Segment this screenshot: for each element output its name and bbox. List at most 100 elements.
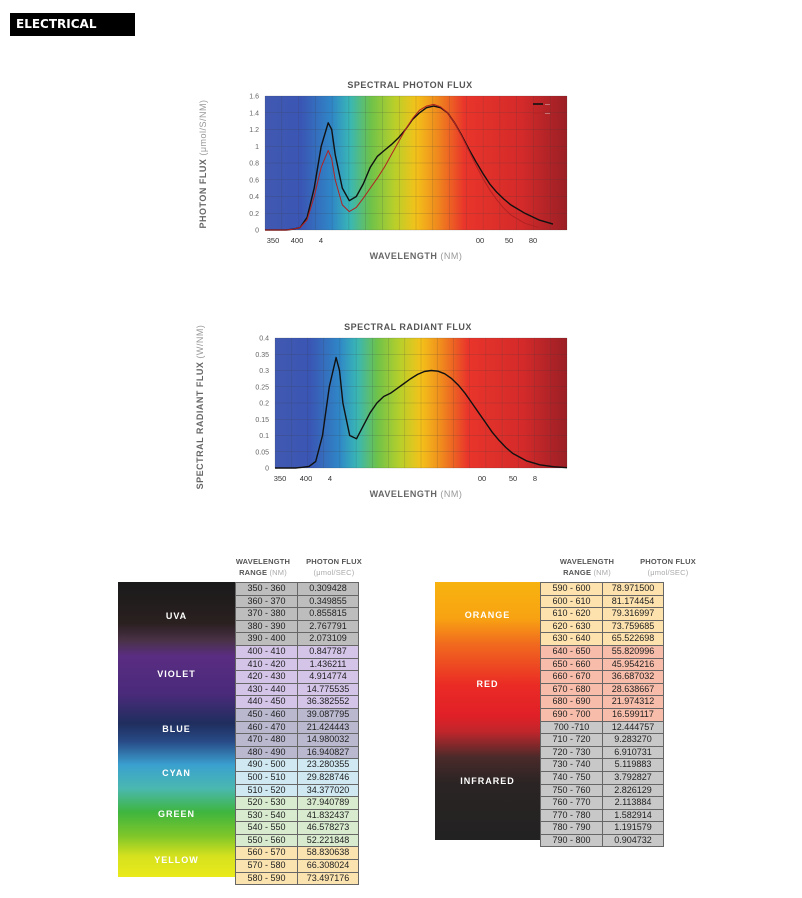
x-tick-label: 350 [267, 236, 280, 245]
chart-title: SPECTRAL RADIANT FLUX [344, 322, 472, 332]
range-cell: 510 - 520 [235, 783, 298, 798]
range-cell: 470 - 480 [235, 733, 298, 747]
table-row: 470 - 480 14.980032 [235, 733, 359, 747]
flux-cell: 21.974312 [602, 695, 664, 709]
grid [264, 95, 568, 231]
flux-cell: 52.221848 [297, 833, 359, 848]
x-tick-label: 50 [509, 474, 517, 483]
range-cell: 690 - 700 [540, 707, 603, 722]
table-row: 620 - 630 73.759685 [540, 619, 664, 634]
table-row: 380 - 390 2.767791 [235, 619, 359, 634]
table-row: 720 - 730 6.910731 [540, 745, 664, 760]
y-tick-label: 0.3 [259, 368, 269, 375]
flux-cell: 0.847787 [297, 644, 359, 659]
grid [274, 337, 568, 469]
table-row: 690 - 700 16.599117 [540, 707, 664, 722]
header-sub: RANGE [563, 568, 592, 577]
range-cell: 740 - 750 [540, 770, 603, 785]
x-ticks: 350 400 4 00 50 8 [274, 474, 537, 483]
flux-cell: 0.349855 [297, 594, 359, 609]
section-header: ELECTRICAL DATA [10, 13, 135, 54]
band-red: RED [476, 679, 499, 689]
y-tick-label: 0.4 [259, 336, 269, 343]
header-subtext: RANGE (NM) [229, 567, 297, 578]
flux-cell: 73.759685 [602, 619, 664, 634]
range-cell: 640 - 650 [540, 644, 603, 659]
table-row: 430 - 440 14.775535 [235, 682, 359, 697]
table-row: 770 - 780 1.582914 [540, 808, 664, 823]
range-cell: 480 - 490 [235, 745, 298, 760]
flux-cell: 5.119883 [602, 758, 664, 772]
y-tick-label: 1 [255, 144, 259, 151]
range-cell: 660 - 670 [540, 670, 603, 684]
y-tick-label: 0.2 [259, 401, 269, 408]
table-row: 570 - 580 66.308024 [235, 859, 359, 873]
range-cell: 590 - 600 [540, 582, 603, 596]
band-violet: VIOLET [157, 669, 196, 679]
flux-cell: 2.826129 [602, 783, 664, 798]
range-cell: 370 - 380 [235, 607, 298, 621]
table-right-range-header: WAVELENGTH RANGE (NM) [553, 556, 621, 578]
x-tick-label: 350 [274, 474, 287, 483]
y-tick-label: 1.6 [249, 94, 259, 101]
x-tick-label: 80 [529, 236, 537, 245]
range-cell: 780 - 790 [540, 821, 603, 835]
table-left-range-header: WAVELENGTH RANGE (NM) [229, 556, 297, 578]
y-axis-label: SPECTRAL RADIANT FLUX (W/NM) [195, 325, 205, 490]
series-group [275, 356, 568, 469]
header-sub: RANGE [239, 568, 268, 577]
table-row: 600 - 610 81.174454 [540, 594, 664, 609]
y-tick-label: 1.4 [249, 110, 259, 117]
flux-cell: 14.775535 [297, 682, 359, 697]
x-axis-label: WAVELENGTH (NM) [370, 251, 463, 261]
table-row: 510 - 520 34.377020 [235, 783, 359, 798]
range-cell: 730 - 740 [540, 758, 603, 772]
y-tick-label: 0.35 [255, 352, 269, 359]
y-tick-label: 0 [265, 466, 269, 473]
header-unit: (μmol/SEC) [313, 568, 355, 577]
range-cell: 380 - 390 [235, 619, 298, 634]
table-row: 490 - 500 23.280355 [235, 758, 359, 772]
table-row: 700 -710 12.444757 [540, 720, 664, 735]
range-cell: 350 - 360 [235, 582, 298, 596]
x-ticks: 350 400 4 00 50 80 [267, 236, 537, 245]
y-axis-label: PHOTON FLUX (μmol/S/NM) [198, 99, 208, 228]
flux-cell: 2.073109 [297, 632, 359, 646]
table-row: 520 - 530 37.940789 [235, 796, 359, 810]
table-row: 730 - 740 5.119883 [540, 758, 664, 772]
table-row: 580 - 590 73.497176 [235, 871, 359, 886]
band-green: GREEN [157, 809, 195, 819]
table-row: 660 - 670 36.687032 [540, 670, 664, 684]
spectral-photon-flux-chart: SPECTRAL PHOTON FLUX 0 0.2 0.4 0.6 0.8 1 1.2 1.… [198, 80, 568, 261]
flux-cell: 0.855815 [297, 607, 359, 621]
photon-flux-table-left: 350 - 360 0.309428 360 - 370 0.349855 370 - … [235, 582, 359, 886]
flux-cell: 2.113884 [602, 796, 664, 810]
table-row: 370 - 380 0.855815 [235, 607, 359, 621]
y-tick-label: 0.2 [249, 211, 259, 218]
range-cell: 390 - 400 [235, 632, 298, 646]
range-cell: 530 - 540 [235, 808, 298, 823]
flux-cell: 58.830638 [297, 846, 359, 861]
flux-cell: 81.174454 [602, 594, 664, 609]
band-yellow: YELLOW [154, 855, 199, 865]
header-unit: (μmol/SEC) [647, 568, 689, 577]
header-text: PHOTON FLUX [640, 557, 696, 566]
range-cell: 790 - 800 [540, 833, 603, 848]
flux-cell: 79.316997 [602, 607, 664, 621]
flux-cell: 2.767791 [297, 619, 359, 634]
range-cell: 720 - 730 [540, 745, 603, 760]
y-tick-label: 1.2 [249, 127, 259, 134]
header-text: WAVELENGTH [559, 557, 615, 566]
range-cell: 580 - 590 [235, 871, 298, 886]
range-cell: 540 - 550 [235, 821, 298, 835]
flux-cell: 16.599117 [602, 707, 664, 722]
flux-cell: 0.309428 [297, 582, 359, 596]
flux-cell: 28.638667 [602, 682, 664, 697]
range-cell: 520 - 530 [235, 796, 298, 810]
table-row: 540 - 550 46.578273 [235, 821, 359, 835]
flux-cell: 29.828746 [297, 770, 359, 785]
x-tick-label: 8 [533, 474, 537, 483]
table-row: 630 - 640 65.522698 [540, 632, 664, 646]
flux-cell: 73.497176 [297, 871, 359, 886]
table-row: 590 - 600 78.971500 [540, 582, 664, 596]
